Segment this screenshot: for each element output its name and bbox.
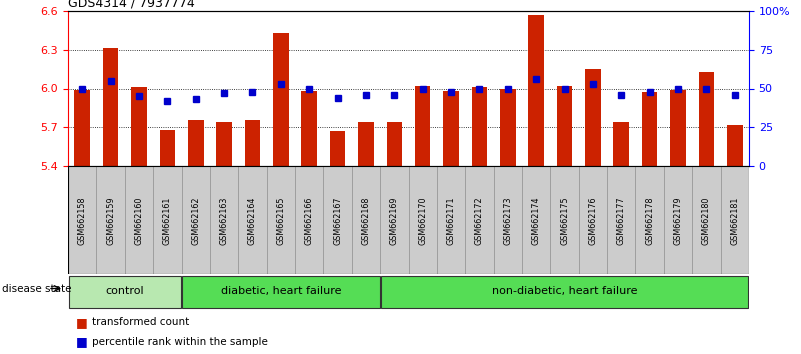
Text: GSM662173: GSM662173 bbox=[503, 196, 513, 245]
Bar bbox=[295, 166, 324, 274]
Bar bbox=[500, 88, 516, 166]
Bar bbox=[698, 72, 714, 166]
Bar bbox=[159, 130, 175, 166]
Text: GSM662169: GSM662169 bbox=[390, 196, 399, 245]
Bar bbox=[607, 166, 635, 274]
Text: GSM662179: GSM662179 bbox=[674, 196, 682, 245]
Bar bbox=[409, 166, 437, 274]
Text: GSM662166: GSM662166 bbox=[304, 196, 314, 245]
Text: GSM662162: GSM662162 bbox=[191, 196, 200, 245]
Bar bbox=[358, 122, 374, 166]
Text: GSM662178: GSM662178 bbox=[645, 196, 654, 245]
Text: GDS4314 / 7937774: GDS4314 / 7937774 bbox=[68, 0, 195, 10]
Text: ■: ■ bbox=[76, 335, 88, 348]
Text: ■: ■ bbox=[76, 316, 88, 329]
Text: GSM662170: GSM662170 bbox=[418, 196, 427, 245]
Text: GSM662160: GSM662160 bbox=[135, 196, 143, 245]
Bar bbox=[267, 166, 295, 274]
Bar bbox=[465, 166, 493, 274]
Bar bbox=[670, 90, 686, 166]
Bar bbox=[522, 166, 550, 274]
Bar bbox=[352, 166, 380, 274]
Bar bbox=[216, 122, 232, 166]
Bar bbox=[69, 276, 181, 308]
Bar bbox=[182, 166, 210, 274]
Text: transformed count: transformed count bbox=[92, 317, 189, 327]
Bar bbox=[68, 166, 96, 274]
Bar bbox=[301, 91, 317, 166]
Bar bbox=[74, 90, 90, 166]
Bar bbox=[125, 166, 153, 274]
Bar bbox=[578, 166, 607, 274]
Text: GSM662159: GSM662159 bbox=[107, 196, 115, 245]
Bar bbox=[103, 48, 119, 166]
Bar bbox=[244, 120, 260, 166]
Text: diabetic, heart failure: diabetic, heart failure bbox=[220, 286, 341, 296]
Text: GSM662167: GSM662167 bbox=[333, 196, 342, 245]
Bar bbox=[182, 276, 380, 308]
Bar bbox=[131, 87, 147, 166]
Bar bbox=[437, 166, 465, 274]
Bar bbox=[529, 15, 544, 166]
Bar bbox=[493, 166, 522, 274]
Bar bbox=[472, 87, 487, 166]
Bar bbox=[557, 86, 573, 166]
Text: GSM662164: GSM662164 bbox=[248, 196, 257, 245]
Bar bbox=[635, 166, 664, 274]
Text: GSM662168: GSM662168 bbox=[361, 196, 370, 245]
Bar bbox=[380, 166, 409, 274]
Text: GSM662158: GSM662158 bbox=[78, 196, 87, 245]
Bar bbox=[273, 33, 288, 166]
Bar bbox=[210, 166, 239, 274]
Text: non-diabetic, heart failure: non-diabetic, heart failure bbox=[492, 286, 638, 296]
Bar bbox=[727, 125, 743, 166]
Text: percentile rank within the sample: percentile rank within the sample bbox=[92, 337, 268, 347]
Bar bbox=[153, 166, 182, 274]
Text: GSM662175: GSM662175 bbox=[560, 196, 569, 245]
Text: GSM662163: GSM662163 bbox=[219, 196, 228, 245]
Bar bbox=[330, 131, 345, 166]
Bar bbox=[614, 122, 629, 166]
Bar bbox=[415, 86, 430, 166]
Text: disease state: disease state bbox=[2, 284, 71, 293]
Bar bbox=[721, 166, 749, 274]
Text: GSM662172: GSM662172 bbox=[475, 196, 484, 245]
Bar bbox=[443, 91, 459, 166]
Bar bbox=[324, 166, 352, 274]
Bar bbox=[664, 166, 692, 274]
Bar bbox=[585, 69, 601, 166]
Bar bbox=[550, 166, 578, 274]
Text: GSM662165: GSM662165 bbox=[276, 196, 285, 245]
Text: GSM662181: GSM662181 bbox=[731, 196, 739, 245]
Text: GSM662161: GSM662161 bbox=[163, 196, 172, 245]
Bar bbox=[642, 92, 658, 166]
Bar bbox=[239, 166, 267, 274]
Bar bbox=[96, 166, 125, 274]
Text: GSM662177: GSM662177 bbox=[617, 196, 626, 245]
Text: GSM662176: GSM662176 bbox=[589, 196, 598, 245]
Bar bbox=[188, 120, 203, 166]
Bar bbox=[387, 122, 402, 166]
Bar bbox=[692, 166, 721, 274]
Bar bbox=[380, 276, 748, 308]
Text: control: control bbox=[106, 286, 144, 296]
Text: GSM662180: GSM662180 bbox=[702, 196, 710, 245]
Text: GSM662174: GSM662174 bbox=[532, 196, 541, 245]
Text: GSM662171: GSM662171 bbox=[447, 196, 456, 245]
